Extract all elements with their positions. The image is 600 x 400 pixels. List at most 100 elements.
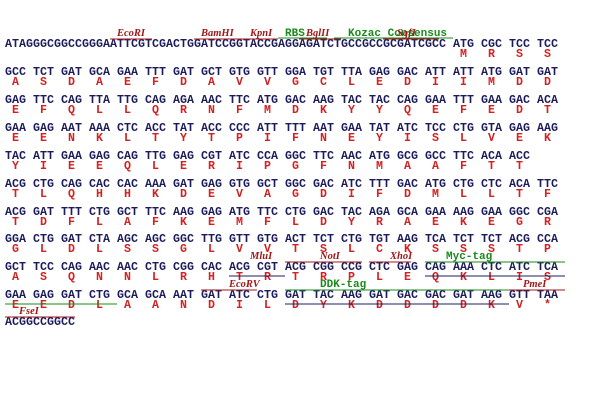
amino-acid: G (516, 216, 523, 229)
codon: ACT (285, 233, 306, 246)
codon: ACA (481, 150, 502, 163)
codon: GTT (257, 66, 278, 79)
amino-acid: D (544, 76, 551, 89)
codon: TGT (313, 66, 334, 79)
amino-acid: K (460, 216, 467, 229)
codon: ATC (229, 150, 250, 163)
enzyme-label: KpnI (249, 28, 273, 39)
amino-acid: S (544, 271, 551, 284)
codon: AAC (117, 261, 138, 274)
amino-acid: F (152, 216, 159, 229)
amino-acid: R (180, 271, 187, 284)
codon: GAT (537, 66, 558, 79)
amino-acid: C (376, 243, 383, 256)
codon: AGA (369, 206, 390, 219)
amino-acid: L (488, 271, 495, 284)
amino-acid: T (208, 132, 215, 145)
amino-acid: K (460, 271, 467, 284)
amino-acid: A (404, 216, 411, 229)
amino-acid: E (488, 216, 495, 229)
codon: GGC (285, 178, 306, 191)
amino-acid: P (348, 271, 355, 284)
amino-acid: T (488, 160, 495, 173)
codon: AAC (341, 150, 362, 163)
amino-acid: A (124, 299, 131, 312)
codon: ACA (537, 94, 558, 107)
enzyme-label: SgfI (397, 28, 417, 39)
codon: GGA (285, 66, 306, 79)
codon: GCT (5, 261, 26, 274)
codon: CTG (89, 289, 110, 302)
codon: ATC (229, 289, 250, 302)
codon: AAG (341, 289, 362, 302)
codon: TTC (257, 206, 278, 219)
codon: ACG (5, 206, 26, 219)
codon: ACC (509, 150, 530, 163)
amino-acid: D (460, 299, 467, 312)
codon: GAG (397, 261, 418, 274)
codon: GTG (257, 233, 278, 246)
codon: GCA (145, 289, 166, 302)
amino-acid: S (40, 271, 47, 284)
codon: GGC (173, 233, 194, 246)
codon: CGT (201, 150, 222, 163)
amino-acid: K (404, 243, 411, 256)
amino-acid: R (180, 104, 187, 117)
amino-acid: E (124, 76, 131, 89)
amino-acid: A (152, 299, 159, 312)
codon: TTC (33, 94, 54, 107)
codon: CCA (257, 150, 278, 163)
amino-acid: D (320, 188, 327, 201)
codon: ACG (285, 261, 306, 274)
codon: TTA (89, 94, 110, 107)
amino-acid: G (292, 160, 299, 173)
codon: GAG (201, 178, 222, 191)
codon: GAA (117, 66, 138, 79)
amino-acid: E (404, 271, 411, 284)
amino-acid: F (40, 104, 47, 117)
codon: AAT (173, 289, 194, 302)
amino-acid: L (376, 271, 383, 284)
amino-acid: A (208, 76, 215, 89)
amino-acid: M (488, 76, 495, 89)
amino-acid: R (320, 271, 327, 284)
codon: TTC (313, 150, 334, 163)
codon: ACG (229, 261, 250, 274)
codon: GAT (61, 233, 82, 246)
amino-acid: L (124, 132, 131, 145)
codon: AAA (145, 178, 166, 191)
amino-acid: R (264, 271, 271, 284)
amino-acid: F (152, 76, 159, 89)
codon: TGT (369, 233, 390, 246)
codon: GCC (5, 66, 26, 79)
amino-acid: D (208, 299, 215, 312)
amino-acid: K (96, 132, 103, 145)
amino-acid: D (292, 104, 299, 117)
codon: CCC (229, 122, 250, 135)
codon: GAC (397, 178, 418, 191)
codon: GCT (117, 206, 138, 219)
amino-acid: S (40, 76, 47, 89)
enzyme-label: FseI (18, 306, 40, 317)
codon: GAC (313, 206, 334, 219)
amino-acid: G (180, 243, 187, 256)
codon: TTC (229, 94, 250, 107)
codon: ACC (201, 122, 222, 135)
amino-acid: N (124, 271, 131, 284)
amino-acid: R (376, 216, 383, 229)
codon: AAC (201, 94, 222, 107)
amino-acid: L (40, 243, 47, 256)
codon: CGG (313, 261, 334, 274)
amino-acid: D (68, 76, 75, 89)
amino-acid: S (488, 243, 495, 256)
codon: GAT (369, 289, 390, 302)
codon: CTG (453, 178, 474, 191)
amino-acid: L (208, 243, 215, 256)
amino-acid: E (348, 132, 355, 145)
codon: CTG (341, 233, 362, 246)
codon: AGA (173, 94, 194, 107)
amino-acid: T (12, 188, 19, 201)
codon: GCG (397, 150, 418, 163)
amino-acid: D (68, 299, 75, 312)
amino-acid: V (264, 76, 271, 89)
